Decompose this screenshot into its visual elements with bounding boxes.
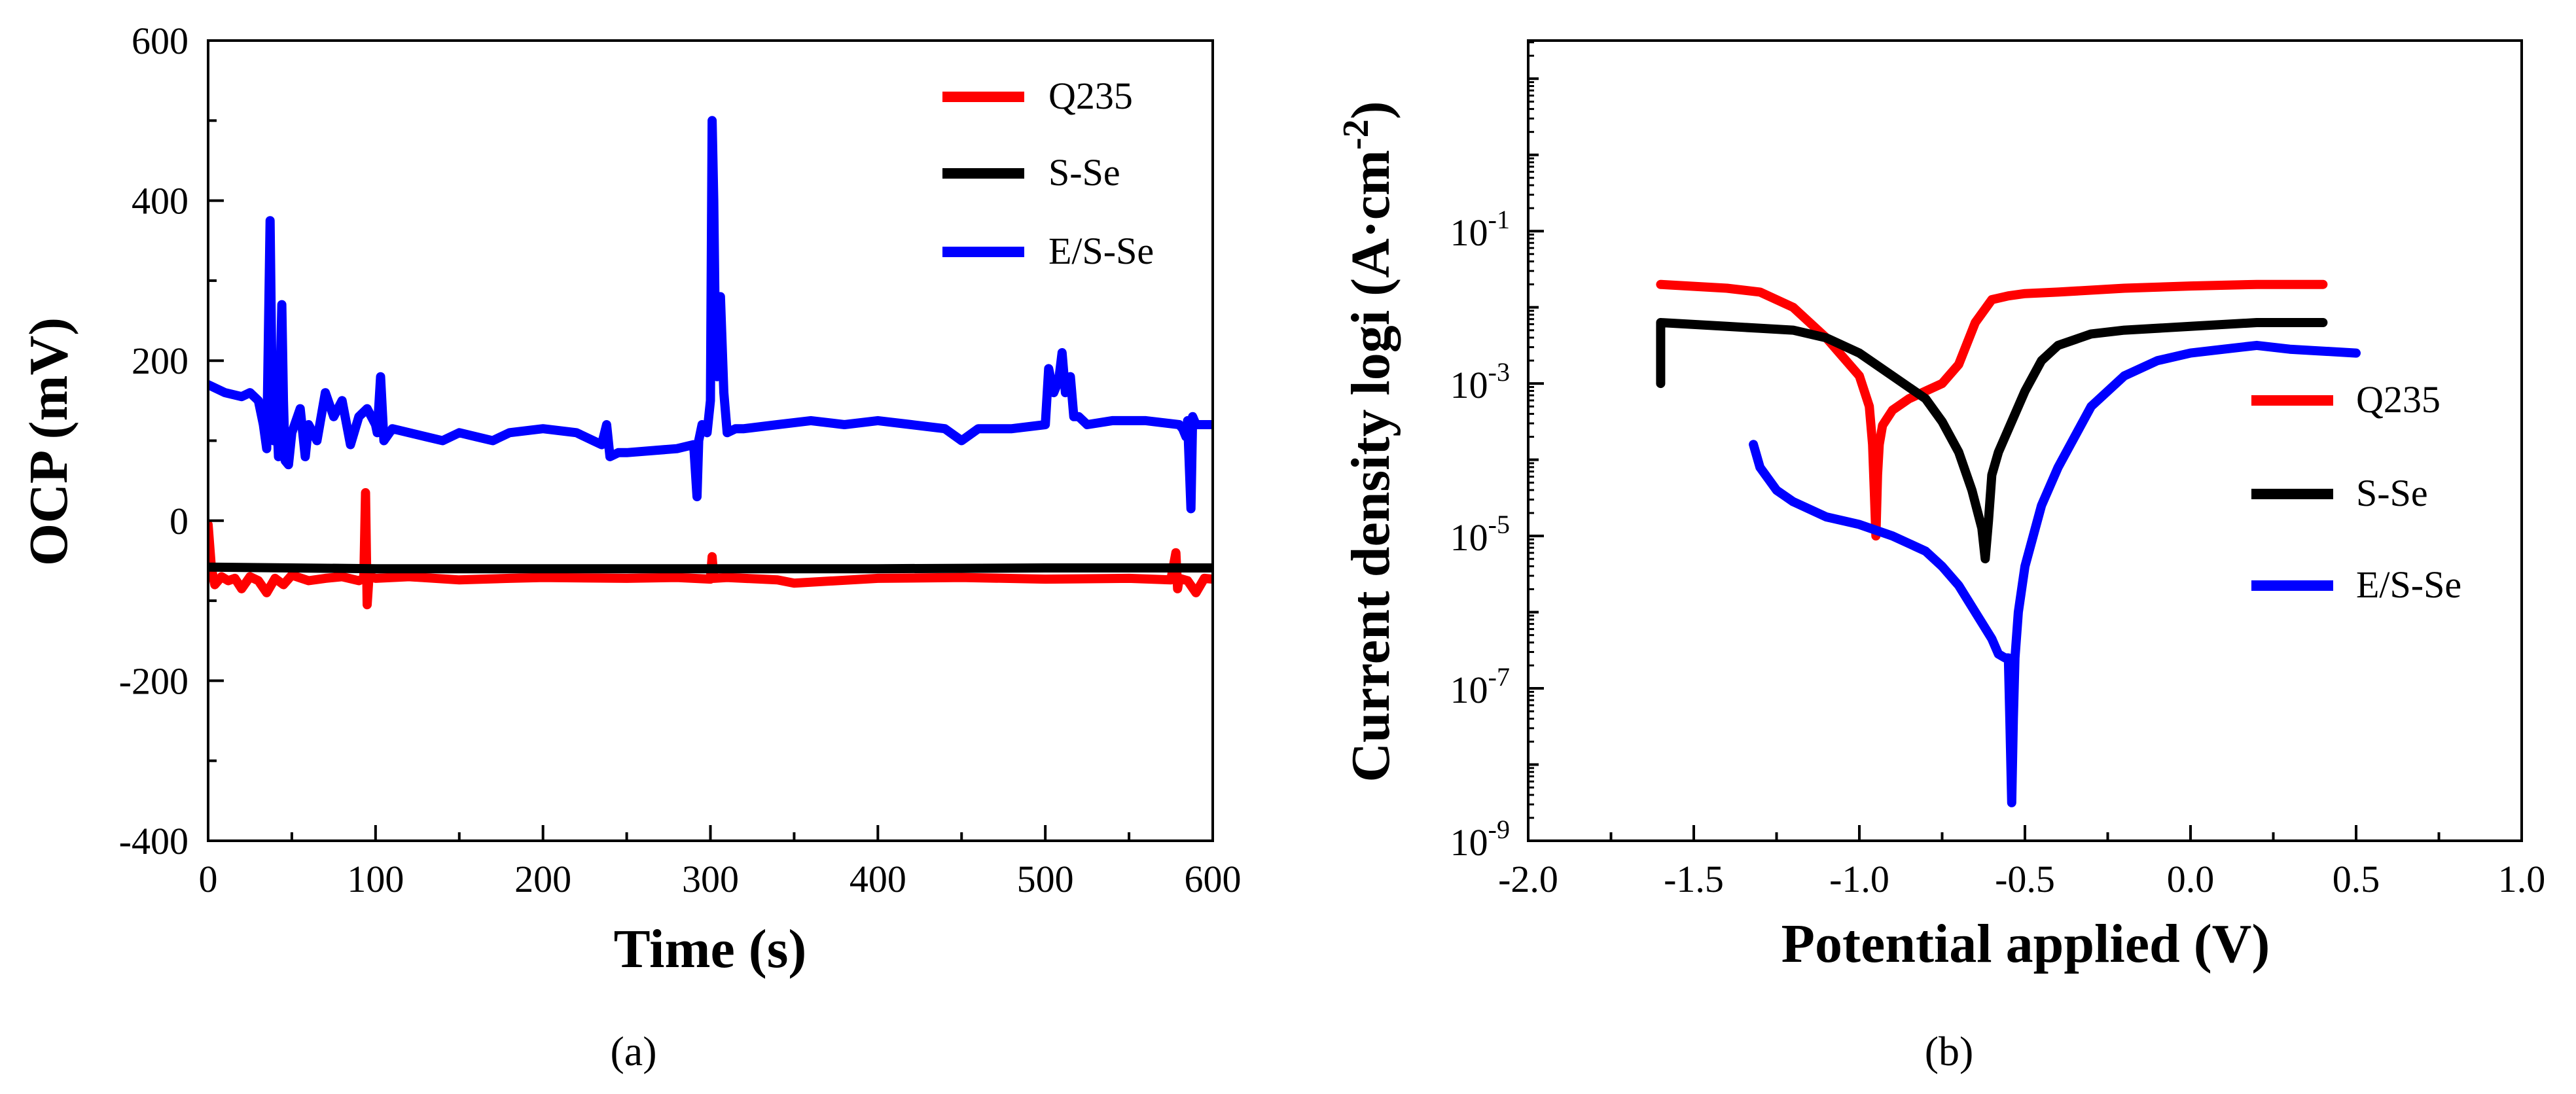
ocp-x-tick-label: 600 [1185,858,1242,900]
polarization-series-q235 [1656,279,2328,541]
tick-base: 10 [1450,364,1488,406]
polarization-x-tick-label: -1.5 [1664,858,1724,900]
legend-esse-label-a: E/S-Se [1048,230,1154,272]
polarization-y-tick-label: 10-3 [1450,357,1510,406]
ocp-series-group [208,116,1213,610]
polarization-axis-ticks: -2.0 -1.5 -1.0 -0.5 0.0 0.5 1.010-910-710-510-… [1450,41,2546,900]
legend-sse-label-a: S-Se [1048,151,1120,194]
polarization-x-tick-label: 1.0 [2498,858,2546,900]
ocp-y-tick-label: 600 [132,20,188,62]
polarization-y-tick-label: 10-5 [1450,510,1510,559]
ocp-y-tick-label: 400 [132,180,188,222]
y-label-exponent: -2 [1336,119,1376,150]
ocp-legend: Q235 S-Se E/S-Se [942,75,1154,272]
tick-exponent: -1 [1488,205,1510,234]
polarization-x-tick-label: -2.0 [1498,858,1558,900]
ocp-y-axis-label: OCP (mV) [18,317,79,566]
ocp-panel: 0 100 200 300 400 500 600 -400 -200 0 200 400 600 Ti… [18,20,1242,1074]
tick-base: 10 [1450,821,1488,864]
tick-exponent: -3 [1488,357,1510,387]
polarization-x-tick-label: -0.5 [1995,858,2055,900]
ocp-x-tick-label: 400 [850,858,906,900]
ocp-x-tick-label: 500 [1017,858,1074,900]
ocp-y-tick-label: -200 [119,660,188,702]
tick-base: 10 [1450,669,1488,711]
polarization-series-group [1656,279,2361,807]
y-label-main: Current density logi (A·cm [1340,150,1401,783]
ocp-y-tick-label: -400 [119,820,188,862]
tick-exponent: -9 [1488,815,1510,844]
legend-q235-label-a: Q235 [1048,75,1133,117]
tick-exponent: -5 [1488,510,1510,539]
polarization-x-axis-label: Potential applied (V) [1781,913,2270,974]
polarization-series-e-s-se [1749,340,2361,807]
ocp-plot-frame [207,39,1214,842]
ocp-series-e-s-se [208,116,1213,514]
polarization-panel: -2.0 -1.5 -1.0 -0.5 0.0 0.5 1.010-910-710-510-… [1336,39,2546,1074]
ocp-x-tick-label: 200 [514,858,571,900]
ocp-series-q235 [208,488,1213,610]
polarization-y-axis-label: Current density logi (A·cm-2) [1336,101,1401,782]
polarization-y-tick-label: 10-1 [1450,205,1510,254]
polarization-x-tick-label: 0.5 [2333,858,2380,900]
tick-exponent: -7 [1488,662,1510,692]
ocp-y-tick-label: 200 [132,340,188,382]
y-label-close: ) [1340,101,1401,119]
legend-q235-label-b: Q235 [2356,378,2441,421]
legend-esse-label-b: E/S-Se [2356,563,2461,606]
legend-sse-label-b: S-Se [2356,472,2428,514]
ocp-y-tick-label: 0 [170,500,188,542]
tick-base: 10 [1450,211,1488,254]
ocp-x-tick-label: 300 [682,858,739,900]
polarization-plot-frame [1527,39,2523,842]
tick-base: 10 [1450,516,1488,559]
ocp-x-tick-label: 0 [199,858,218,900]
polarization-x-tick-label: -1.0 [1829,858,1889,900]
ocp-x-tick-label: 100 [347,858,404,900]
panel-b-label: (b) [1925,1028,1974,1074]
polarization-y-tick-label: 10-7 [1450,662,1510,711]
polarization-y-tick-label: 10-9 [1450,815,1510,864]
ocp-axis-ticks: 0 100 200 300 400 500 600 -400 -200 0 200 400 600 [119,20,1242,900]
ocp-x-axis-label: Time (s) [614,919,807,979]
polarization-series-s-se [1656,318,2328,563]
panel-a-label: (a) [610,1028,656,1074]
polarization-x-tick-label: 0.0 [2167,858,2215,900]
ocp-series-s-se [208,562,1213,574]
polarization-legend: Q235 S-Se E/S-Se [2251,378,2461,606]
